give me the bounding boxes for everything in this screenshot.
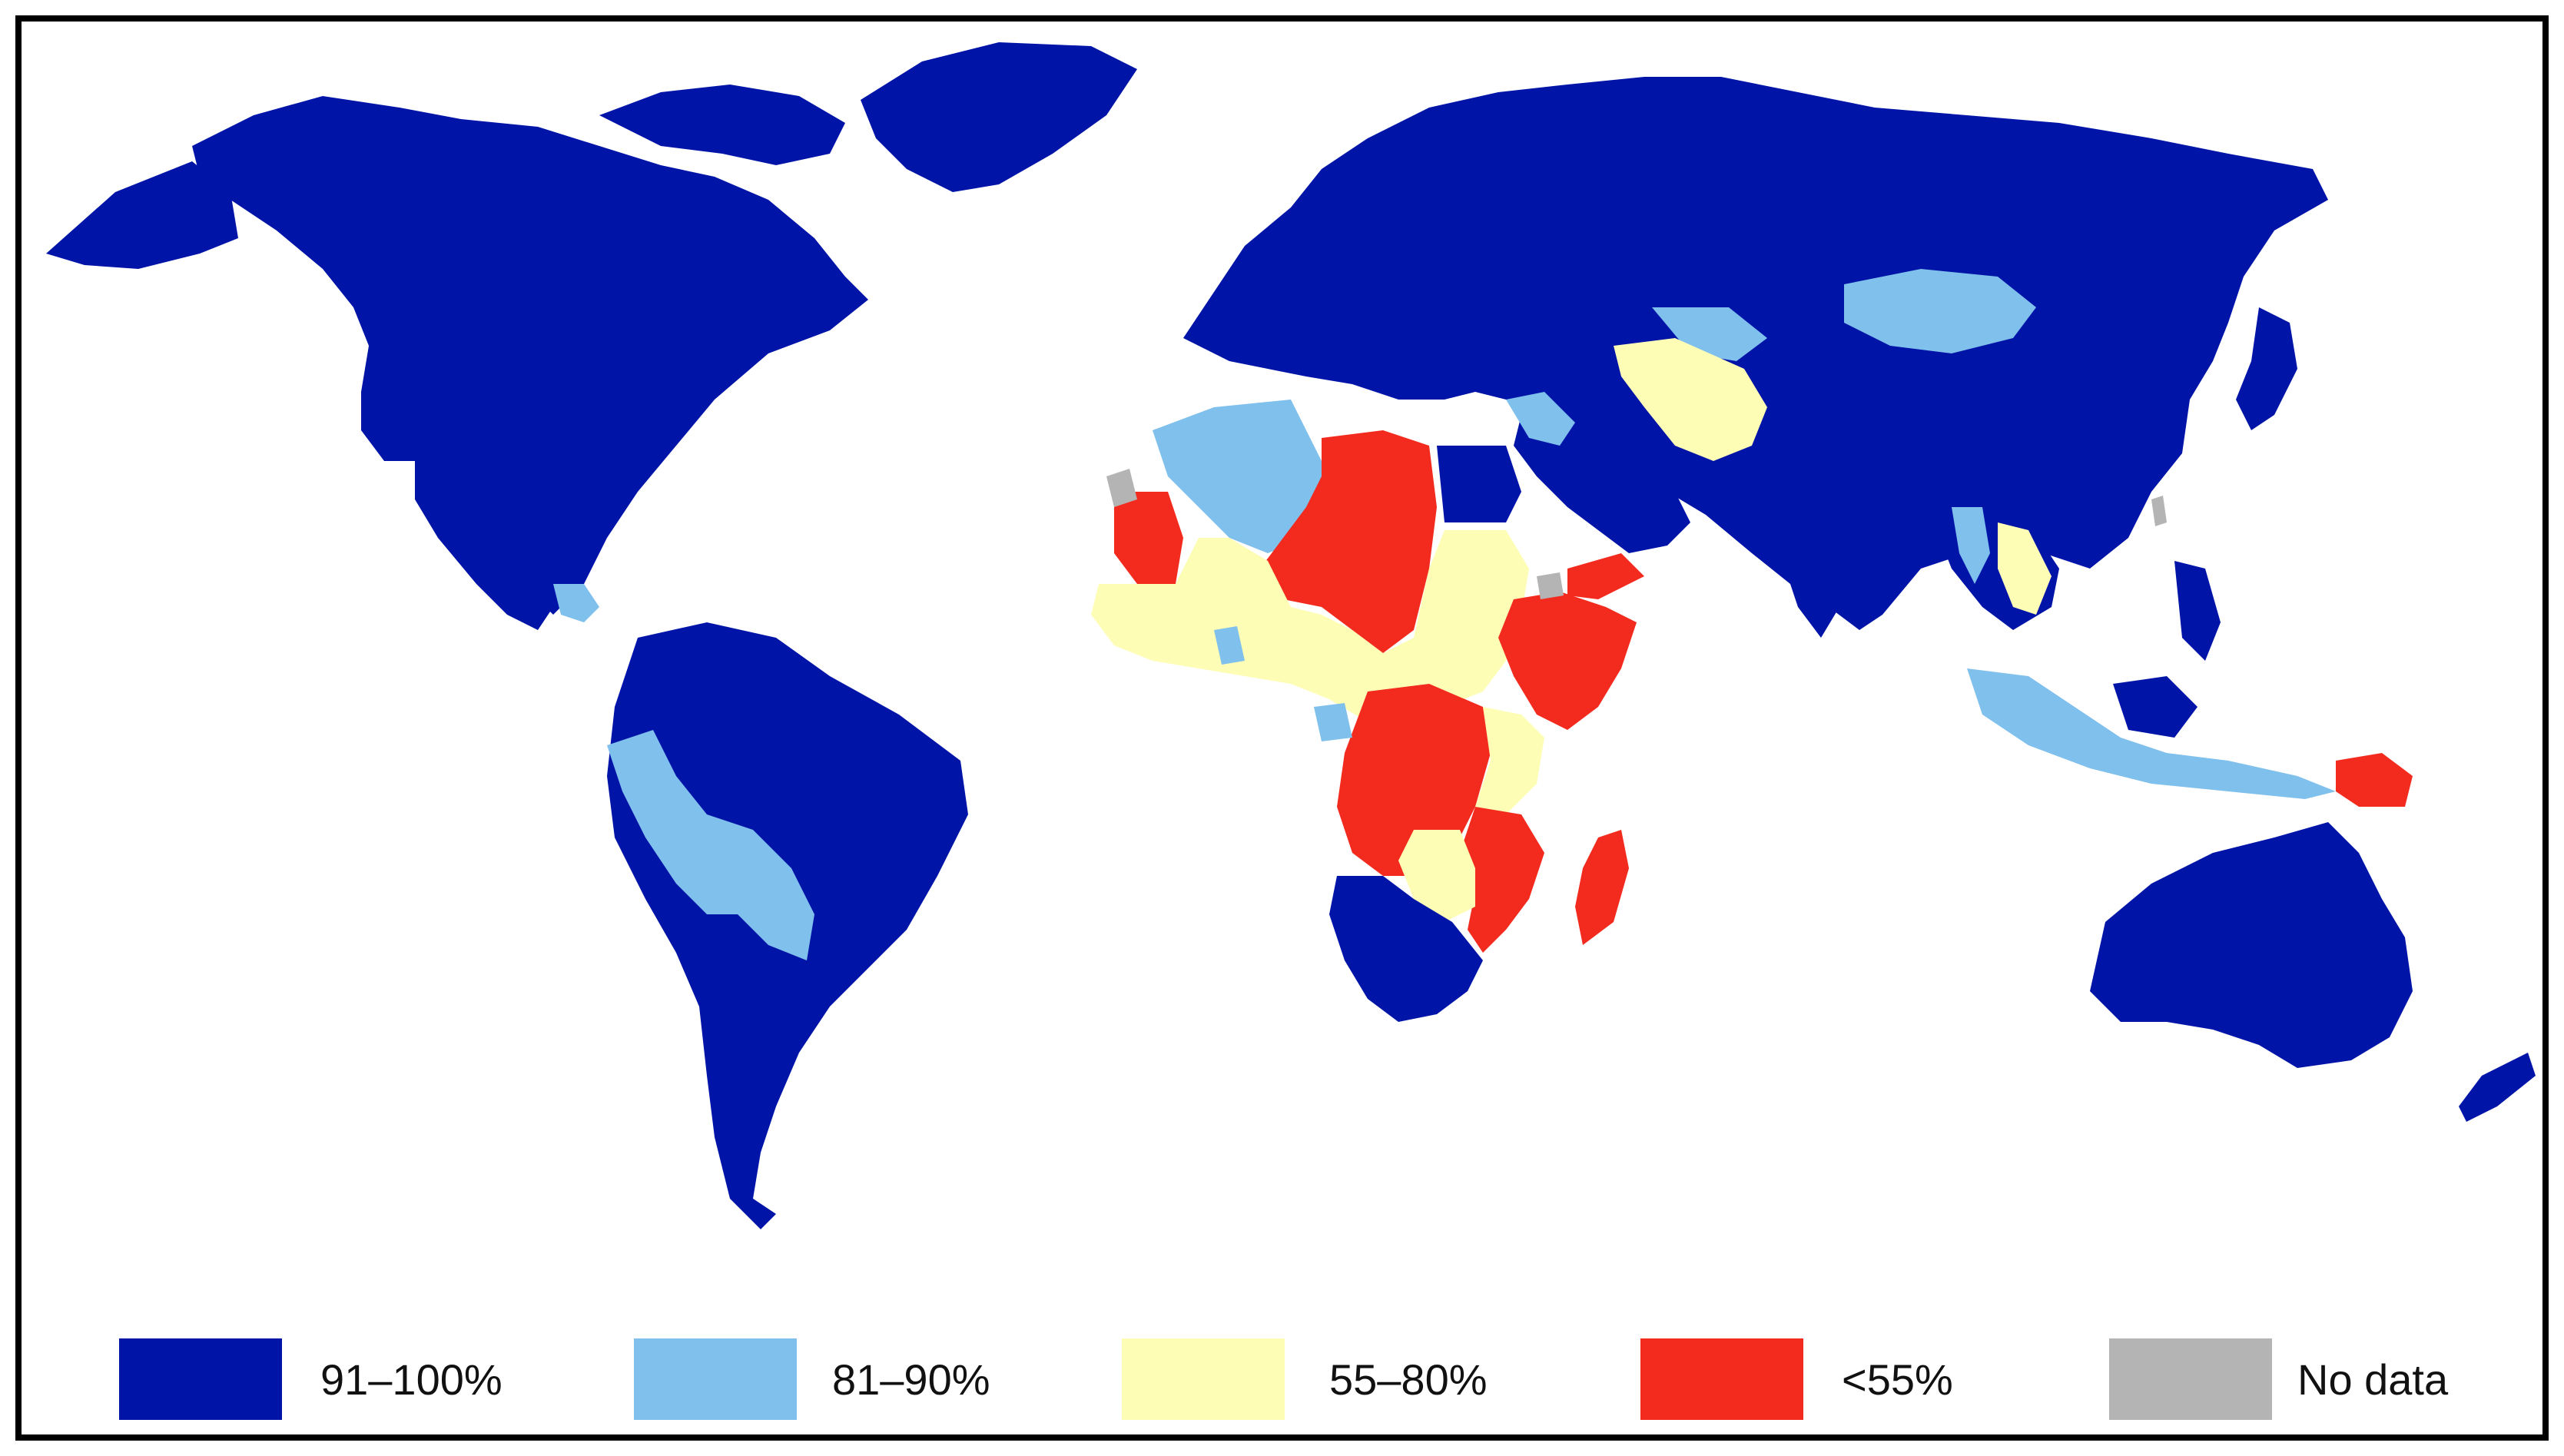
region-no-data-taiwan xyxy=(2151,496,2167,526)
region-no-data-western-sahara xyxy=(1106,469,1137,507)
region-new-zealand xyxy=(2459,1053,2536,1122)
region-eurasia xyxy=(1183,77,2328,630)
region-indonesia-81-90 xyxy=(1967,668,2336,799)
region-peru-bolivia-81-90 xyxy=(607,730,814,960)
region-india xyxy=(1767,461,1898,638)
region-central-africa-lt55 xyxy=(1337,684,1491,876)
region-canada-islands xyxy=(599,85,845,165)
region-egypt xyxy=(1437,446,1521,522)
region-mongolia-81-90 xyxy=(1844,269,2036,353)
region-no-data-south-sudan xyxy=(1537,572,1564,599)
region-central-asia-81-90 xyxy=(1652,307,1767,361)
region-sahel-55-80 xyxy=(1091,530,1529,722)
region-horn-lt55 xyxy=(1498,592,1637,730)
region-afghanistan-55-80 xyxy=(1614,338,1767,461)
region-east-africa-55-80 xyxy=(1475,707,1544,814)
region-png-lt55 xyxy=(2336,753,2413,807)
region-gabon-81-90 xyxy=(1314,703,1352,741)
region-yemen-lt55 xyxy=(1567,553,1644,599)
region-laos-55-80 xyxy=(1998,522,2052,615)
region-mexico-central xyxy=(415,461,553,630)
region-nw-africa-81-90 xyxy=(1153,400,1329,553)
region-australia xyxy=(2090,822,2413,1068)
region-southern-africa-55-80 xyxy=(1398,830,1475,922)
region-greenland xyxy=(861,42,1137,192)
region-mauritania-lt55 xyxy=(1114,492,1183,584)
region-south-africa xyxy=(1329,876,1483,1022)
region-central-america-81-90 xyxy=(553,584,599,622)
region-alaska xyxy=(46,161,238,269)
region-borneo xyxy=(2113,676,2197,738)
region-madagascar-lt55 xyxy=(1575,830,1629,945)
region-west-africa-81-90 xyxy=(1214,626,1245,665)
region-japan xyxy=(2236,307,2297,430)
region-north-america xyxy=(192,96,868,615)
region-philippines xyxy=(2174,561,2221,661)
region-myanmar-81-90 xyxy=(1952,507,1990,584)
region-mozambique-lt55 xyxy=(1460,807,1544,953)
region-libya-chad-lt55 xyxy=(1260,430,1437,653)
region-middle-east xyxy=(1514,415,1690,553)
region-levant-81-90 xyxy=(1506,392,1575,446)
